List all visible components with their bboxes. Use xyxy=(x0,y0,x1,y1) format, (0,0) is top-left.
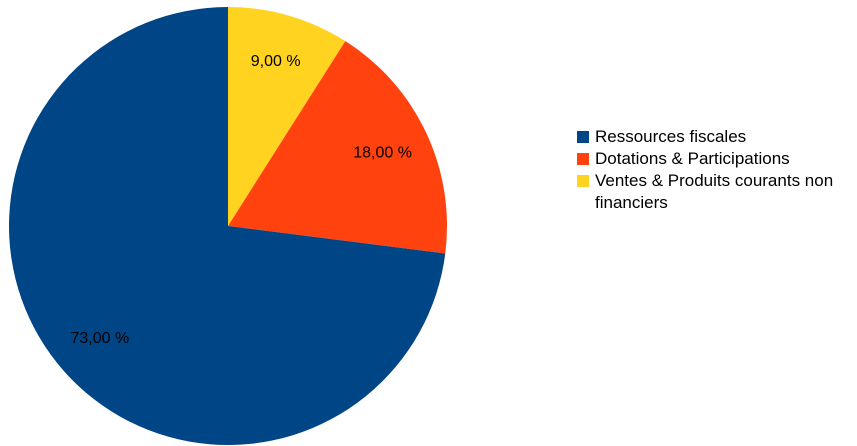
pie-slice xyxy=(228,41,448,254)
pie-slice xyxy=(9,7,446,445)
legend-label: Ventes & Produits courants non financier… xyxy=(595,171,834,212)
legend-label: Ressources fiscales xyxy=(595,127,747,146)
legend-item-ventes: Ventes & Produits courants non financier… xyxy=(577,170,835,214)
pie-slices xyxy=(9,7,448,445)
legend-label: Dotations & Participations xyxy=(595,149,790,168)
slice-data-label: 73,00 % xyxy=(71,330,130,347)
legend-swatch xyxy=(577,131,589,143)
slice-data-label: 18,00 % xyxy=(353,144,412,161)
legend-item-ressources-fiscales: Ressources fiscales xyxy=(577,126,835,148)
pie-labels: 9,00 % 18,00 % 73,00 % xyxy=(71,53,412,347)
slice-data-label: 9,00 % xyxy=(251,53,301,70)
legend-swatch xyxy=(577,175,589,187)
legend-swatch xyxy=(577,153,589,165)
chart-legend: Ressources fiscales Dotations & Particip… xyxy=(577,126,835,214)
pie-slice xyxy=(228,7,346,226)
legend-item-dotations: Dotations & Participations xyxy=(577,148,835,170)
